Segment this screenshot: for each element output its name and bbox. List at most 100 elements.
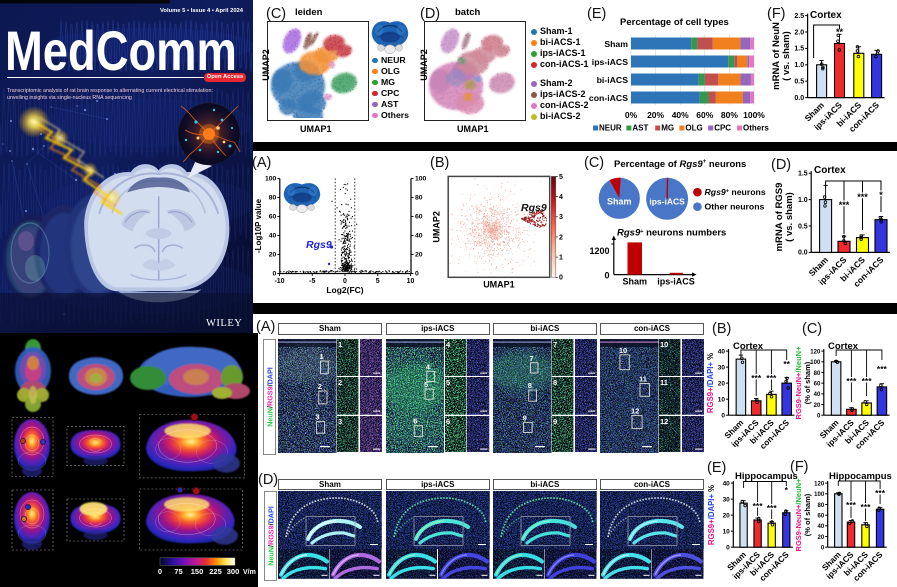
svg-text:Rgs9: Rgs9 [306, 239, 332, 251]
svg-text:100: 100 [814, 492, 825, 498]
svg-text:0.5: 0.5 [794, 79, 804, 86]
svg-text:Other neurons: Other neurons [705, 202, 765, 212]
svg-text:80: 80 [269, 195, 277, 202]
svg-text:1: 1 [338, 340, 342, 349]
svg-text:1200: 1200 [589, 246, 609, 256]
svg-text:***: *** [753, 501, 764, 511]
svg-text:ips-iACS: ips-iACS [649, 196, 685, 206]
svg-text:***: *** [846, 376, 857, 386]
svg-text:10: 10 [723, 528, 731, 535]
svg-text:225: 225 [209, 567, 222, 576]
svg-text:UMAP2: UMAP2 [432, 211, 442, 243]
svg-text:4: 4 [426, 362, 431, 371]
svg-text:0: 0 [343, 278, 347, 285]
svg-text:***: *** [862, 376, 873, 386]
svg-text:con-iACS: con-iACS [589, 93, 628, 103]
svg-text:***: *** [857, 192, 868, 202]
svg-text:1.5: 1.5 [794, 46, 804, 53]
svg-text:40: 40 [269, 233, 277, 240]
svg-text:40: 40 [818, 524, 825, 530]
svg-text:MG: MG [661, 124, 674, 133]
svg-text:9: 9 [553, 417, 557, 426]
svg-text:2: 2 [559, 234, 563, 241]
svg-text:***: *** [839, 200, 850, 210]
svg-text:**: ** [783, 359, 790, 369]
svg-text:0: 0 [559, 275, 563, 282]
svg-text:30: 30 [723, 496, 731, 503]
svg-text:ips-iACS: ips-iACS [592, 57, 628, 67]
svg-text:20%: 20% [647, 110, 664, 120]
svg-text:3: 3 [338, 417, 342, 426]
svg-text:NEUR: NEUR [599, 124, 622, 133]
svg-text:100%: 100% [743, 110, 765, 120]
svg-text:( vs. sham): ( vs. sham) [781, 31, 792, 81]
svg-text:RGS9-NeuN+/NeuN+: RGS9-NeuN+/NeuN+ [795, 478, 803, 552]
svg-text:Rgs9: Rgs9 [521, 202, 547, 214]
svg-text:*: * [879, 190, 883, 200]
svg-text:20: 20 [415, 252, 423, 259]
svg-text:6: 6 [446, 417, 450, 426]
svg-text:20: 20 [723, 512, 731, 519]
svg-text:40: 40 [718, 348, 726, 355]
svg-text:60: 60 [415, 214, 423, 221]
svg-text:3: 3 [315, 412, 319, 421]
svg-text:(% of sham): (% of sham) [803, 361, 812, 404]
svg-text:2.5: 2.5 [794, 13, 804, 20]
svg-text:40%: 40% [672, 110, 689, 120]
svg-text:11: 11 [660, 378, 668, 387]
svg-text:RGS9-NeuN+/NeuN+: RGS9-NeuN+/NeuN+ [795, 346, 803, 420]
svg-text:-5: -5 [309, 278, 315, 285]
svg-text:Sham: Sham [604, 39, 628, 49]
svg-text:1: 1 [320, 352, 324, 361]
svg-text:20: 20 [718, 380, 726, 387]
svg-text:0: 0 [158, 567, 162, 576]
svg-text:0: 0 [604, 271, 609, 281]
svg-text:30: 30 [718, 364, 726, 371]
svg-text:60: 60 [269, 214, 277, 221]
svg-text:1: 1 [559, 255, 563, 262]
svg-text:20: 20 [814, 403, 821, 409]
svg-text:*: * [785, 485, 789, 495]
svg-text:OLG: OLG [685, 124, 702, 133]
svg-text:0.0: 0.0 [794, 95, 804, 102]
svg-text:1.0: 1.0 [794, 62, 804, 69]
svg-text:0%: 0% [625, 110, 638, 120]
svg-text:( vs. sham): ( vs. sham) [784, 192, 795, 242]
svg-text:80: 80 [818, 503, 825, 509]
svg-text:(% of sham): (% of sham) [803, 493, 812, 536]
svg-text:5: 5 [559, 174, 563, 181]
svg-text:120: 120 [810, 349, 821, 355]
svg-text:0: 0 [821, 546, 825, 552]
svg-text:5: 5 [446, 378, 450, 387]
svg-text:60%: 60% [696, 110, 713, 120]
svg-text:***: *** [861, 502, 872, 512]
svg-text:Rgs9+ neurons numbers: Rgs9+ neurons numbers [617, 228, 726, 239]
svg-text:75: 75 [174, 567, 182, 576]
svg-text:**: ** [836, 27, 844, 37]
svg-text:Rgs9+ neurons: Rgs9+ neurons [705, 187, 766, 197]
svg-text:ips-iACS: ips-iACS [657, 277, 695, 287]
svg-text:12: 12 [660, 417, 668, 426]
svg-text:Others: Others [743, 124, 769, 133]
svg-text:100: 100 [265, 176, 277, 183]
svg-text:8: 8 [528, 381, 532, 390]
svg-text:10: 10 [407, 278, 415, 285]
svg-text:60: 60 [814, 381, 821, 387]
svg-text:80: 80 [415, 195, 423, 202]
svg-text:***: *** [875, 488, 886, 498]
svg-text:0: 0 [721, 413, 725, 420]
svg-text:9: 9 [523, 413, 527, 422]
svg-text:2.0: 2.0 [794, 29, 804, 36]
svg-text:11: 11 [639, 374, 647, 383]
svg-text:40: 40 [814, 392, 821, 398]
svg-text:20: 20 [818, 535, 825, 541]
svg-text:7: 7 [553, 340, 557, 349]
svg-text:40: 40 [723, 480, 731, 487]
svg-text:***: *** [751, 373, 762, 383]
svg-text:20: 20 [269, 252, 277, 259]
svg-text:4: 4 [446, 340, 451, 349]
svg-text:UMAP1: UMAP1 [483, 280, 515, 290]
svg-text:0: 0 [817, 414, 821, 420]
svg-text:8: 8 [553, 378, 557, 387]
svg-text:mRNA of RGS9: mRNA of RGS9 [774, 183, 785, 252]
